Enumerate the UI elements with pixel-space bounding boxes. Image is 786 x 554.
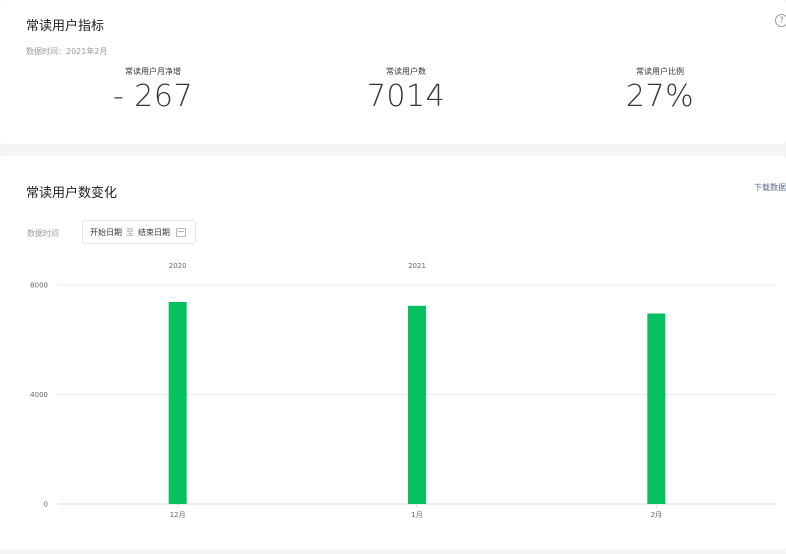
metrics-card: 常读用户指标 ? 数据时间：2021年2月 常读用户月净增 - 267 常读用户… [0,0,786,144]
trend-card: 常读用户数变化 下载数据 数据时间 开始日期 至 结束日期 0 4000 8000 1… [0,156,786,550]
metrics-title: 常读用户指标 [26,19,105,34]
metric-monthly-net-growth: 常读用户月净增 - 267 [53,66,253,114]
y-tick-label: 8000 [30,282,48,290]
metric-value: 27% [625,79,695,114]
bar [647,313,666,504]
x-tick-label: 2月 [651,511,662,519]
date-range-picker[interactable]: 开始日期 至 结束日期 [82,220,196,244]
metric-regular-users: 常读用户数 7014 [306,66,506,114]
y-tick-label: 0 [44,501,48,509]
calendar-icon[interactable] [176,227,186,237]
start-date-input[interactable]: 开始日期 [90,227,122,237]
end-date-input[interactable]: 结束日期 [138,227,170,237]
x-tick-label: 1月 [411,511,422,519]
metric-value: 7014 [366,79,446,114]
metric-label: 常读用户比例 [636,67,684,76]
year-label: 2020 [169,262,187,270]
trend-title: 常读用户数变化 [26,186,118,201]
metric-regular-user-ratio: 常读用户比例 27% [560,66,760,114]
download-data-link[interactable]: 下载数据 [754,183,786,192]
metric-value: - 267 [112,79,194,114]
bar [408,305,426,504]
question-circle-icon[interactable]: ? [775,14,786,27]
year-label: 2021 [408,262,426,270]
y-tick-label: 4000 [30,391,48,399]
data-time: 数据时间：2021年2月 [26,47,108,56]
bar [168,301,187,504]
range-separator: 至 [126,227,134,237]
regular-users-chart: 0 4000 8000 12月 1月 2月 2020 2021 [30,262,776,519]
date-filter-label: 数据时间 [27,229,59,238]
metric-label: 常读用户数 [386,67,426,76]
metric-label: 常读用户月净增 [125,67,181,76]
x-tick-label: 12月 [170,511,186,519]
